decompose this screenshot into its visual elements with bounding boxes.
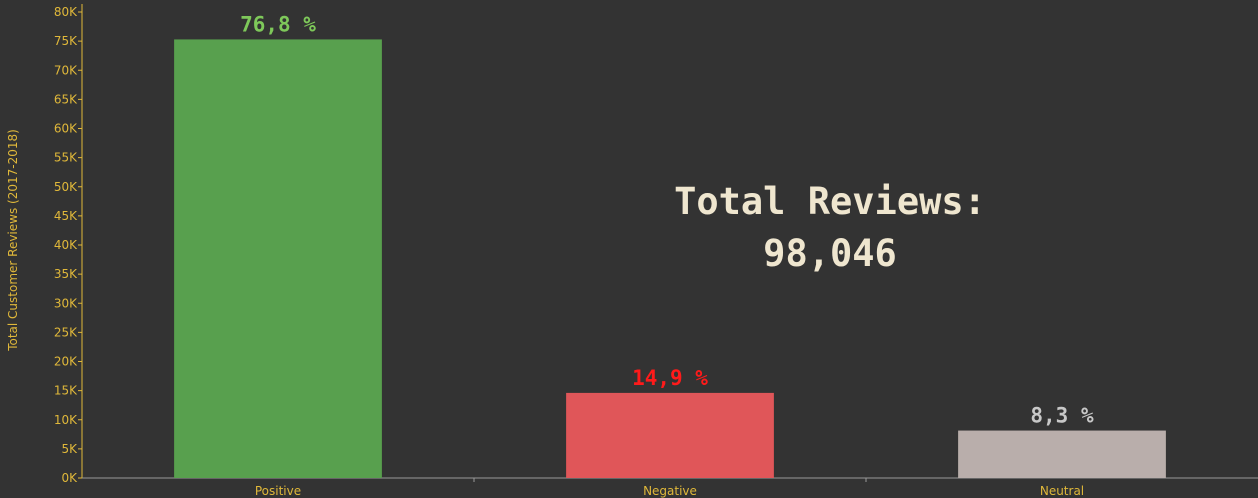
x-tick-label: Neutral — [1040, 484, 1084, 498]
y-axis: 0K 5K 10K 15K 20K 25K 30K 35K 40K 45K 50K 55K 60K 65K… — [54, 4, 83, 485]
y-tick-label: 30K — [54, 296, 78, 310]
y-tick-label: 25K — [54, 325, 78, 339]
y-tick-label: 40K — [54, 238, 78, 252]
data-label-positive: 76,8 % — [240, 12, 316, 36]
y-tick-label: 75K — [54, 34, 78, 48]
x-tick-label: Positive — [255, 484, 301, 498]
y-axis-title: Total Customer Reviews (2017-2018) — [6, 129, 20, 352]
y-tick-label: 5K — [61, 442, 78, 456]
y-tick-label: 80K — [54, 5, 78, 19]
bars-group — [174, 39, 1166, 478]
y-tick-label: 10K — [54, 413, 78, 427]
y-tick-label: 65K — [54, 92, 78, 106]
y-tick-label: 0K — [61, 471, 78, 485]
y-tick-label: 15K — [54, 384, 78, 398]
y-tick-label: 55K — [54, 151, 78, 165]
total-reviews-label: Total Reviews: — [674, 180, 986, 223]
bar-neutral[interactable] — [958, 430, 1166, 478]
y-tick-label: 70K — [54, 63, 78, 77]
x-tick-label: Negative — [643, 484, 697, 498]
x-axis: Positive Negative Neutral — [82, 477, 1258, 498]
y-tick-label: 50K — [54, 180, 78, 194]
y-tick-label: 35K — [54, 267, 78, 281]
total-reviews-value: 98,046 — [763, 232, 897, 275]
bar-positive[interactable] — [174, 39, 382, 478]
data-labels-group: 76,8 % 14,9 % 8,3 % — [240, 12, 1094, 427]
data-label-neutral: 8,3 % — [1030, 404, 1094, 428]
bar-negative[interactable] — [566, 392, 774, 478]
data-label-negative: 14,9 % — [632, 366, 708, 390]
y-tick-label: 60K — [54, 122, 78, 136]
y-tick-label: 20K — [54, 355, 78, 369]
y-tick-label: 45K — [54, 209, 78, 223]
